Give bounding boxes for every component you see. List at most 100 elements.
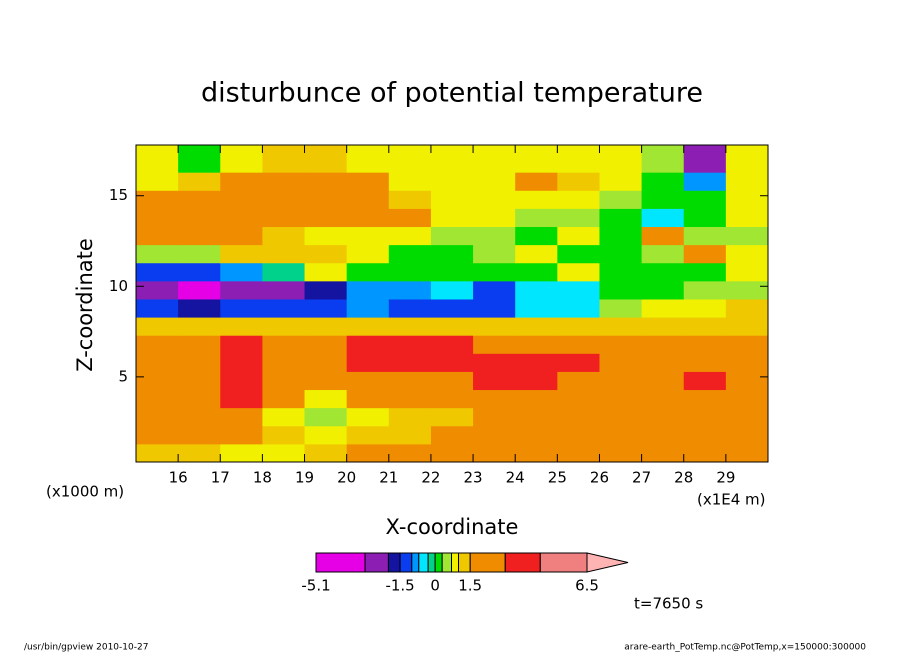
contour-cell (725, 208, 769, 228)
contour-cell (641, 317, 685, 336)
contour-cell (515, 172, 558, 191)
contour-cell (136, 353, 179, 372)
chart-title: disturbunce of potential temperature (201, 78, 703, 109)
contour-cell (220, 389, 263, 409)
contour-cell (430, 190, 474, 209)
contour-cell (557, 353, 600, 372)
contour-cell (346, 280, 390, 300)
x-tick-label: 25 (548, 469, 567, 487)
contour-cell (641, 371, 685, 391)
contour-cell (178, 389, 221, 409)
contour-cell (178, 317, 221, 336)
contour-cell (346, 317, 390, 336)
contour-cell (136, 280, 179, 300)
contour-cell (136, 145, 179, 173)
contour-cell (346, 298, 390, 318)
contour-cell (178, 407, 221, 427)
colorbar-box (504, 552, 541, 573)
contour-cell (515, 262, 558, 282)
contour-cell (346, 335, 390, 354)
contour-cell (599, 280, 643, 300)
contour-cell (304, 298, 348, 318)
contour-cell (262, 443, 306, 463)
contour-cell (557, 407, 600, 427)
contour-cell (557, 280, 600, 300)
contour-cell (641, 407, 685, 427)
x-tick-label: 23 (464, 469, 483, 487)
footer-right: arare-earth_PotTemp.nc@PotTemp,x=150000:… (624, 643, 866, 653)
contour-cell (430, 353, 474, 372)
contour-cell (515, 298, 558, 318)
contour-cell (346, 425, 390, 445)
contour-cell (262, 335, 306, 354)
contour-cell (136, 317, 179, 336)
contour-cell (473, 208, 516, 228)
contour-cell (641, 262, 685, 282)
contour-cell (304, 389, 348, 409)
contour-cell (683, 353, 727, 372)
x-tick-label: 20 (337, 469, 356, 487)
contour-cell (515, 244, 558, 264)
contour-cell (641, 226, 685, 246)
x-unit: (x1E4 m) (697, 491, 766, 509)
contour-cell (304, 280, 348, 300)
contour-cell (388, 389, 432, 409)
contour-cell (725, 280, 769, 300)
contour-cell (262, 317, 306, 336)
contour-cell (304, 208, 348, 228)
contour-cell (430, 262, 474, 282)
contour-cell (725, 353, 769, 372)
contour-cell (725, 335, 769, 354)
contour-cell (178, 226, 221, 246)
contour-cell (178, 443, 221, 463)
contour-cell (599, 145, 643, 173)
contour-cell (388, 208, 432, 228)
contour-cell (388, 353, 432, 372)
contour-cell (683, 244, 727, 264)
colorbar-box (441, 552, 453, 573)
contour-cell (136, 443, 179, 463)
contour-cell (683, 407, 727, 427)
x-tick-label: 19 (295, 469, 314, 487)
contour-cell (388, 317, 432, 336)
contour-cell (725, 226, 769, 246)
contour-cell (178, 335, 221, 354)
contour-cell (473, 190, 516, 209)
colorbar-box (399, 552, 413, 573)
contour-cell (473, 298, 516, 318)
contour-cell (262, 190, 306, 209)
contour-cell (430, 298, 474, 318)
contour-cell (304, 371, 348, 391)
colorbar-tick-label: 0 (430, 577, 440, 595)
contour-cell (430, 172, 474, 191)
contour-cell (683, 371, 727, 391)
contour-cell (430, 425, 474, 445)
contour-cell (262, 145, 306, 173)
contour-cell (262, 425, 306, 445)
time-label: t=7650 s (634, 595, 703, 613)
contour-cell (346, 389, 390, 409)
contour-cell (515, 190, 558, 209)
contour-cell (136, 262, 179, 282)
contour-cell (683, 425, 727, 445)
contour-cell (725, 371, 769, 391)
contour-cell (725, 317, 769, 336)
contour-cell (220, 145, 263, 173)
x-tick-label: 16 (169, 469, 188, 487)
contour-cell (599, 443, 643, 463)
contour-cell (515, 371, 558, 391)
y-axis-label: Z-coordinate (73, 238, 97, 372)
contour-cell (599, 317, 643, 336)
contour-cell (683, 208, 727, 228)
contour-cell (473, 226, 516, 246)
colorbar-box (364, 552, 389, 573)
contour-cell (304, 190, 348, 209)
x-tick-label: 18 (253, 469, 272, 487)
contour-cell (346, 172, 390, 191)
colorbar-box (387, 552, 401, 573)
contour-cell (641, 443, 685, 463)
contour-cell (388, 226, 432, 246)
contour-cell (683, 298, 727, 318)
contour-cell (220, 443, 263, 463)
contour-cell (641, 389, 685, 409)
